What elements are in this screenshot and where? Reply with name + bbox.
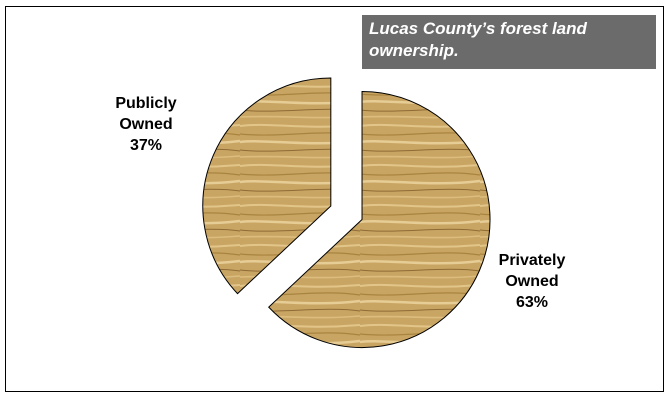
- slice-label-line: Owned: [119, 116, 173, 133]
- pie-slice-publicly-owned: [202, 77, 332, 295]
- chart-title-text: Lucas County’s forest land ownership.: [369, 19, 587, 60]
- slice-label-line: Owned: [505, 273, 559, 290]
- slice-label-percent: 37%: [129, 137, 163, 154]
- slice-label-percent: 63%: [515, 294, 549, 311]
- slice-label-line: Privately: [498, 252, 566, 269]
- slice-label-privately-owned: Privately Owned 63%: [484, 250, 580, 313]
- slice-label-line: Publicly: [115, 95, 177, 112]
- chart-title: Lucas County’s forest land ownership.: [362, 15, 656, 69]
- pie-slice-privately-owned: [268, 91, 491, 349]
- slice-label-publicly-owned: Publicly Owned 37%: [98, 93, 194, 156]
